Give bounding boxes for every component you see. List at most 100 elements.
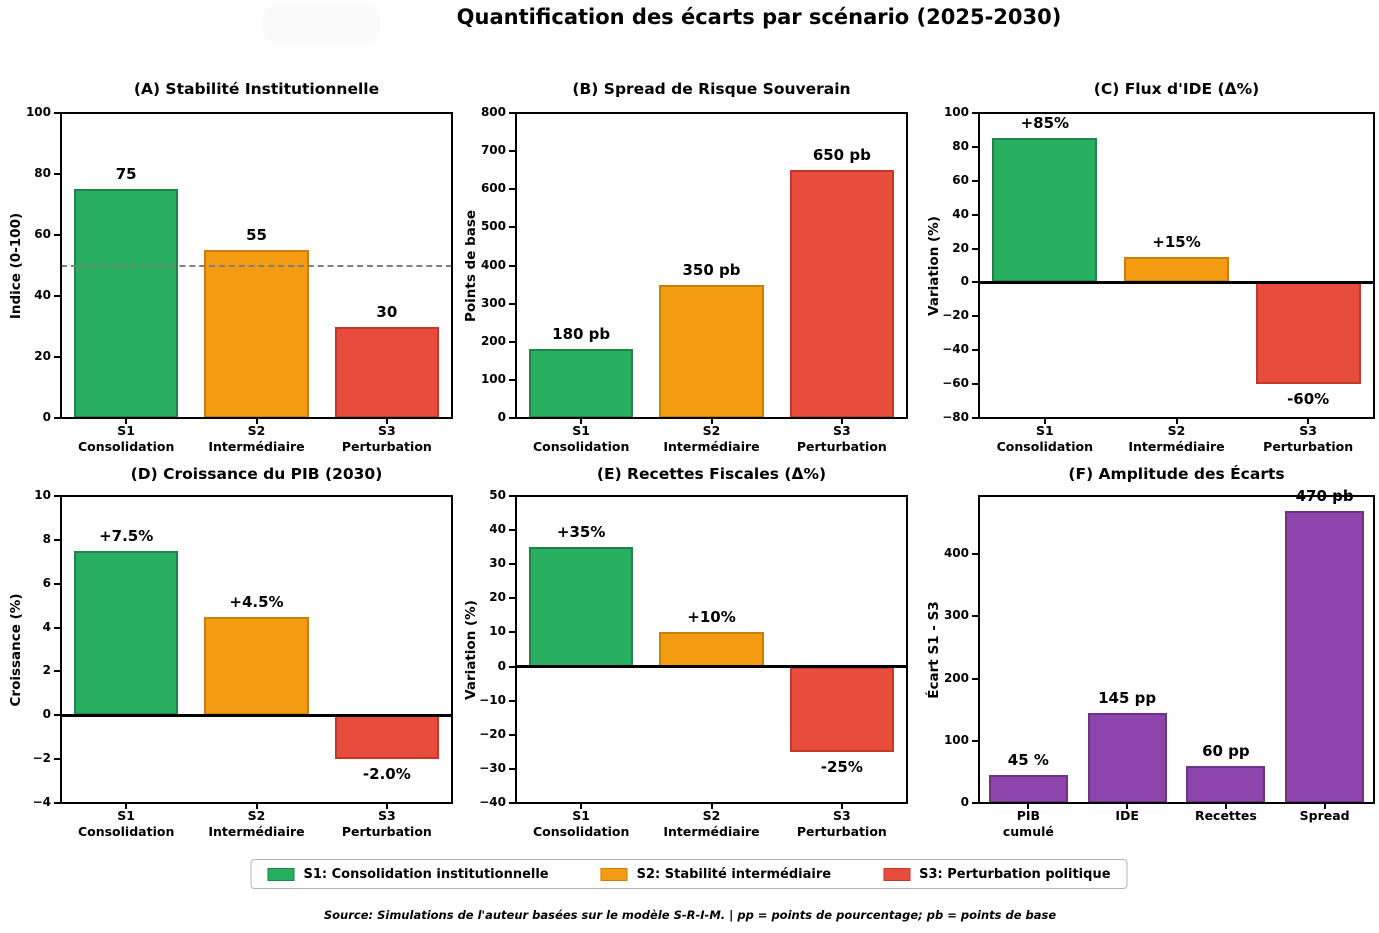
- y-tick: [509, 631, 516, 634]
- y-tick: [509, 529, 516, 532]
- x-tick-label: S1 Consolidation: [506, 808, 656, 840]
- bar-e-s3: [789, 666, 894, 752]
- y-tick: [54, 295, 61, 297]
- bar-value-label: 75: [115, 165, 137, 184]
- x-tick-label: PIB cumulé: [953, 808, 1103, 840]
- y-tick: [54, 495, 61, 497]
- y-tick: [509, 563, 516, 566]
- x-tick-label-line: Intermédiaire: [663, 439, 760, 454]
- x-tick-label: S2 Intermédiaire: [637, 423, 787, 455]
- bar-value-label: 55: [246, 226, 267, 245]
- x-tick: [1307, 418, 1310, 424]
- x-tick: [580, 803, 583, 809]
- x-tick-label-line: S2: [702, 423, 721, 438]
- y-tick-label: −40: [942, 342, 969, 357]
- panel-b-title: (B) Spread de Risque Souverain: [572, 80, 851, 98]
- y-tick: [54, 538, 61, 541]
- legend-swatch-icon: [883, 867, 911, 881]
- y-tick-label: 100: [943, 105, 969, 119]
- x-tick-label-line: Consolidation: [77, 824, 175, 839]
- y-tick: [972, 739, 979, 742]
- bar-f-pib: [988, 775, 1068, 803]
- zero-line-d: [61, 714, 452, 717]
- bar-value-label: +7.5%: [99, 526, 154, 545]
- y-tick: [509, 188, 516, 191]
- y-tick: [54, 582, 61, 585]
- y-tick-label: 20: [34, 349, 51, 363]
- y-tick-label: 0: [42, 707, 51, 722]
- y-tick-label: 500: [480, 219, 506, 234]
- y-tick: [509, 226, 516, 229]
- bar-value-label: 60 pp: [1202, 741, 1250, 760]
- y-tick-label: 60: [34, 227, 51, 241]
- y-tick: [509, 417, 516, 419]
- bar-value-label: 145 pp: [1098, 688, 1157, 707]
- x-tick-label-line: S3: [832, 423, 851, 438]
- x-tick-label-line: S3: [377, 808, 396, 823]
- bar-value-label: -2.0%: [362, 765, 411, 784]
- x-tick-label: S3 Perturbation: [312, 423, 462, 455]
- y-tick: [54, 356, 61, 358]
- y-tick: [972, 383, 979, 386]
- x-tick: [255, 803, 258, 809]
- x-tick: [1323, 803, 1326, 809]
- x-tick-label: S2 Intermédiaire: [182, 808, 332, 840]
- y-tick-label: 6: [42, 575, 51, 590]
- bar-a-s2: [204, 250, 309, 418]
- bar-d-s1: [74, 550, 179, 716]
- y-tick: [509, 665, 516, 668]
- x-tick-label-line: Intermédiaire: [208, 439, 305, 454]
- y-tick-label: −4: [32, 795, 51, 809]
- y-tick: [972, 677, 979, 680]
- bar-a-s1: [74, 189, 179, 418]
- x-tick-label: S1 Consolidation: [51, 808, 201, 840]
- y-tick: [972, 315, 979, 318]
- bar-d-s2: [204, 616, 309, 716]
- x-tick-label-line: S1: [572, 423, 590, 438]
- panel-e-ylabel: Variation (%): [463, 599, 479, 700]
- y-tick: [509, 112, 516, 114]
- x-tick-label: IDE: [1052, 808, 1202, 824]
- x-tick: [710, 803, 713, 809]
- zero-line-c: [979, 281, 1374, 284]
- bar-b-s3: [789, 170, 894, 418]
- x-tick-label-line: Consolidation: [996, 439, 1094, 454]
- x-tick: [840, 803, 843, 809]
- x-tick: [125, 418, 128, 424]
- panel-f-title: (F) Amplitude des Écarts: [1068, 465, 1285, 483]
- x-tick-label-line: S1: [572, 808, 590, 823]
- x-tick-label-line: S2: [702, 808, 721, 823]
- y-tick-label: 100: [25, 105, 51, 119]
- x-tick-label-line: Intermédiaire: [1128, 439, 1225, 454]
- x-tick-label-line: cumulé: [1002, 824, 1054, 839]
- x-tick-label-line: S3: [377, 423, 396, 438]
- bar-value-label: 45 %: [1007, 751, 1049, 769]
- y-tick-label: 200: [480, 333, 506, 348]
- x-tick-label-line: S1: [117, 808, 135, 823]
- y-tick: [54, 714, 61, 717]
- y-tick: [54, 112, 61, 114]
- y-tick-label: 10: [34, 488, 51, 502]
- bar-value-label: -60%: [1287, 390, 1330, 409]
- y-tick: [509, 264, 516, 267]
- y-tick-label: 2: [42, 663, 51, 678]
- y-tick-label: 80: [952, 138, 969, 153]
- legend-item-s3: S3: Perturbation politique: [883, 867, 1111, 882]
- x-tick-label: S3 Perturbation: [1233, 423, 1379, 455]
- y-tick: [54, 234, 61, 236]
- legend-label: S2: Stabilité intermédiaire: [636, 866, 832, 882]
- y-tick-label: −2: [32, 751, 51, 766]
- y-tick: [54, 626, 61, 629]
- x-tick: [1027, 803, 1030, 809]
- y-tick: [509, 340, 516, 343]
- y-tick-label: 0: [960, 274, 969, 289]
- x-tick-label-line: Consolidation: [77, 439, 175, 454]
- y-tick-label: 50: [489, 488, 506, 502]
- zero-line-e: [516, 665, 907, 668]
- x-tick-label-line: Perturbation: [341, 439, 432, 454]
- y-tick: [54, 173, 61, 175]
- y-tick-label: −20: [942, 308, 969, 323]
- watermark-artifact: [262, 5, 380, 43]
- x-tick-label-line: Spread: [1299, 808, 1350, 823]
